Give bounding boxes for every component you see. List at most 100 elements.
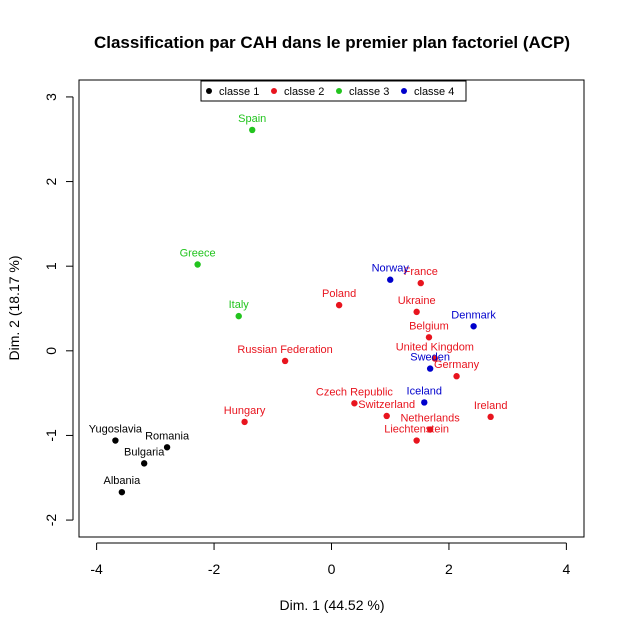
data-point: Switzerland: [358, 399, 415, 420]
point-marker: [470, 323, 477, 330]
point-marker: [426, 365, 434, 372]
point-label: Spain: [238, 113, 266, 125]
point-label: Italy: [229, 299, 250, 311]
data-point: Iceland: [407, 385, 442, 406]
data-point: Hungary: [224, 405, 266, 426]
point-label: France: [404, 266, 438, 278]
point-label: Hungary: [224, 405, 266, 417]
data-point: United Kingdom: [396, 341, 474, 362]
data-point: France: [404, 266, 438, 287]
data-point: Spain: [238, 113, 266, 134]
point-label: Yugoslavia: [89, 424, 143, 436]
legend: classe 1 classe 2 classe 3 classe 4: [200, 80, 467, 102]
y-tick-label: 1: [43, 262, 59, 270]
legend-label: classe 4: [414, 86, 454, 98]
y-tick-label: 2: [43, 177, 59, 185]
point-label: Norway: [372, 263, 410, 275]
point-marker: [194, 261, 201, 268]
point-label: Poland: [322, 288, 356, 300]
legend-label: classe 3: [349, 86, 389, 98]
point-label: Liechtenstein: [384, 424, 449, 436]
point-marker: [281, 357, 289, 365]
point-label: Czech Republic: [316, 386, 394, 398]
point-marker: [487, 413, 494, 421]
point-label: Romania: [145, 430, 190, 442]
legend-label: classe 1: [219, 86, 259, 98]
point-label: Belgium: [409, 320, 449, 332]
data-point: Romania: [145, 430, 190, 451]
point-marker: [413, 308, 420, 316]
x-tick-label: 4: [562, 561, 570, 577]
legend-item: classe 3: [336, 86, 389, 98]
data-point: Albania: [104, 475, 142, 496]
x-axis: -4 -2 0 2 4: [90, 542, 570, 577]
legend-swatch: [206, 88, 212, 94]
x-tick-label: 0: [328, 561, 336, 577]
point-marker: [163, 444, 171, 451]
point-label: Bulgaria: [124, 446, 165, 458]
point-marker: [249, 126, 256, 134]
data-point: Germany: [434, 359, 480, 380]
point-label: Sweden: [410, 352, 450, 364]
data-point: Poland: [322, 288, 356, 309]
point-label: Albania: [104, 475, 142, 487]
data-point: Italy: [229, 299, 250, 320]
point-marker: [453, 373, 460, 380]
point-marker: [426, 426, 434, 433]
legend-swatch: [401, 88, 407, 94]
data-point: Czech Republic: [316, 386, 394, 407]
legend-swatch: [271, 88, 277, 94]
legend-box: [200, 80, 467, 102]
data-point: Greece: [180, 247, 216, 268]
point-marker: [413, 437, 420, 444]
point-label: United Kingdom: [396, 341, 474, 353]
legend-item: classe 4: [401, 86, 454, 98]
point-marker: [335, 301, 343, 309]
point-marker: [351, 400, 358, 407]
point-label: Greece: [180, 247, 216, 259]
y-axis-label: Dim. 2 (18.17 %): [6, 255, 22, 360]
point-label: Iceland: [407, 385, 442, 397]
legend-item: classe 2: [271, 86, 324, 98]
point-marker: [235, 312, 242, 320]
point-marker: [118, 488, 126, 496]
point-marker: [387, 276, 394, 283]
data-point: Liechtenstein: [384, 424, 449, 444]
x-axis-label: Dim. 1 (44.52 %): [279, 597, 384, 613]
point-label: Russian Federation: [237, 344, 332, 356]
legend-item: classe 1: [206, 86, 259, 98]
data-point: Russian Federation: [237, 344, 333, 365]
point-marker: [383, 412, 390, 420]
point-marker: [112, 437, 119, 444]
y-tick-label: 3: [43, 93, 59, 101]
plot-frame: [78, 79, 585, 538]
point-label: Ukraine: [398, 295, 436, 307]
data-point: Netherlands: [400, 413, 460, 433]
data-point: Bulgaria: [124, 446, 165, 467]
point-label: Germany: [434, 359, 480, 371]
chart-title: Classification par CAH dans le premier p…: [94, 33, 570, 52]
data-point: Sweden: [410, 352, 450, 372]
point-label: Netherlands: [400, 413, 460, 425]
legend-label: classe 2: [284, 86, 324, 98]
x-tick-label: -4: [90, 561, 103, 577]
point-marker: [417, 279, 424, 287]
point-marker: [431, 355, 439, 362]
data-point: Belgium: [409, 320, 449, 341]
point-marker: [421, 399, 428, 406]
point-marker: [140, 460, 148, 467]
y-tick-label: -2: [43, 514, 59, 527]
data-point: Yugoslavia: [89, 424, 143, 444]
point-marker: [425, 334, 433, 341]
x-tick-label: -2: [208, 561, 221, 577]
point-marker: [241, 418, 248, 426]
y-axis: -2 -1 0 1 2 3: [43, 93, 74, 527]
data-point: Ireland: [474, 400, 508, 421]
point-label: Ireland: [474, 400, 508, 412]
legend-swatch: [336, 88, 342, 94]
x-tick-label: 2: [445, 561, 453, 577]
data-point: Denmark: [451, 309, 496, 330]
y-tick-label: -1: [43, 429, 59, 442]
